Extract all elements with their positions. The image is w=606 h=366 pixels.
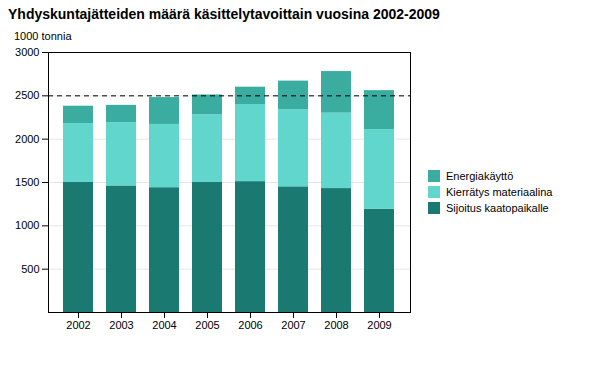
svg-text:3000: 3000	[15, 46, 39, 58]
svg-text:2007: 2007	[281, 319, 305, 331]
svg-text:2008: 2008	[324, 319, 348, 331]
svg-text:2002: 2002	[66, 319, 90, 331]
svg-text:2003: 2003	[109, 319, 133, 331]
svg-text:2009: 2009	[367, 319, 391, 331]
svg-text:1500: 1500	[15, 176, 39, 188]
html-text:Sijoitus kaatopaikalle: Sijoitus kaatopaikalle	[446, 202, 549, 214]
svg-text:2005: 2005	[195, 319, 219, 331]
svg-text:2006: 2006	[238, 319, 262, 331]
svg-text:2500: 2500	[15, 89, 39, 101]
html-text:Energiakäyttö: Energiakäyttö	[446, 170, 514, 182]
html-text:Yhdyskuntajätteiden määrä käsi: Yhdyskuntajätteiden määrä käsittelytavoi…	[8, 6, 440, 22]
svg-text:1000: 1000	[15, 219, 39, 231]
svg-text:500: 500	[21, 263, 39, 275]
html-text:1000 tonnia: 1000 tonnia	[14, 30, 72, 42]
html-text:Kierrätys materiaalina: Kierrätys materiaalina	[446, 186, 553, 198]
svg-text:2004: 2004	[152, 319, 176, 331]
svg-text:2000: 2000	[15, 133, 39, 145]
